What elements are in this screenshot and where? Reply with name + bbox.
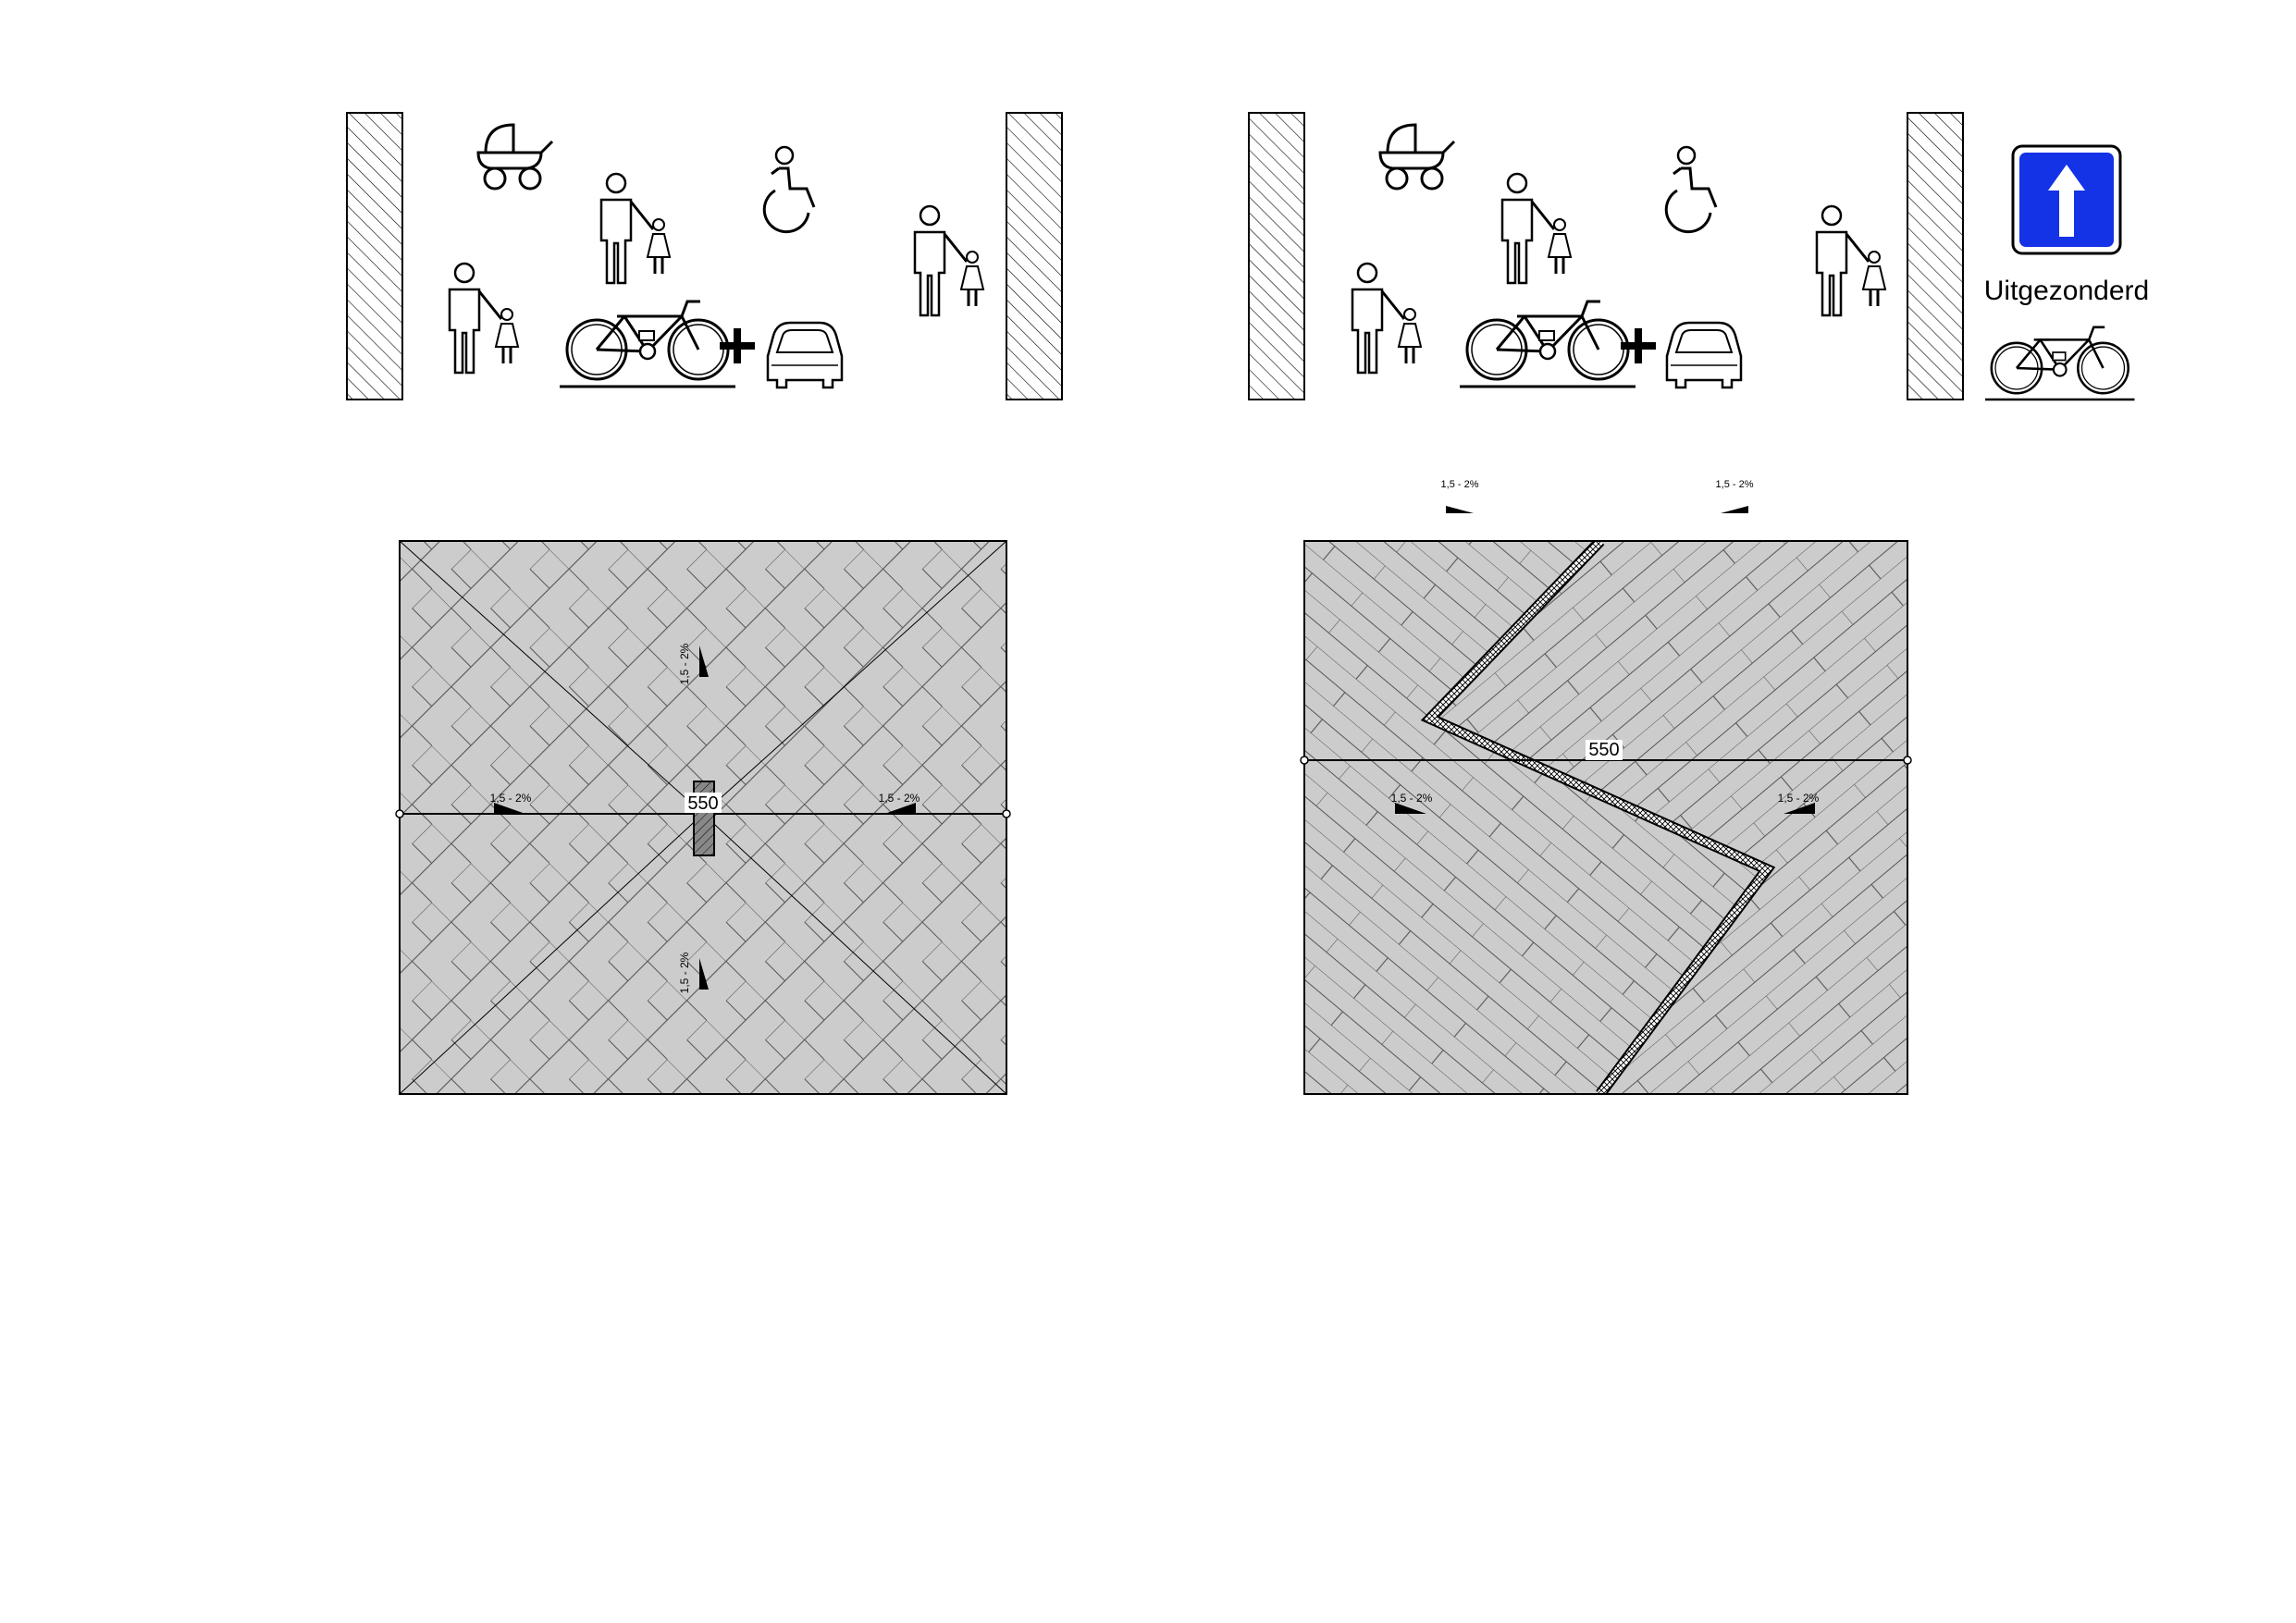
pedestrian-with-child-icon xyxy=(913,204,985,317)
plus-icon xyxy=(720,328,755,363)
left-wall-hatch xyxy=(1248,112,1305,400)
slope-label-right: 1,5 - 2% xyxy=(879,792,920,805)
bicycle-icon xyxy=(1458,300,1637,388)
pedestrian-with-child-icon xyxy=(1500,172,1573,285)
bicycle-icon xyxy=(558,300,737,388)
pram-icon xyxy=(476,123,554,191)
right-wall-hatch xyxy=(1907,112,1964,400)
pedestrian-with-child-icon xyxy=(1815,204,1887,317)
right-wall-hatch xyxy=(1006,112,1063,400)
slope-label-top-left: 1,5 - 2% xyxy=(1441,479,1479,490)
pedestrian-with-child-icon xyxy=(599,172,672,285)
slope-arrow-icon xyxy=(1784,803,1815,814)
pedestrian-with-child-icon xyxy=(1351,262,1423,375)
width-dimension: 550 xyxy=(687,793,718,814)
car-icon xyxy=(766,321,844,389)
exception-label: Uitgezonderd xyxy=(1984,276,2149,306)
left-paving-plan: 550 1,5 - 2% 1,5 - 2% 1,5 - 2% 1,5 - 2% xyxy=(395,540,1011,1095)
slope-arrow-icon xyxy=(884,803,916,814)
one-way-arrow-icon xyxy=(2048,165,2085,237)
right-paving-plan: 550 1,5 - 2% 1,5 - 2% 1,5 - 2% 1,5 - 2% xyxy=(1300,479,1912,1095)
wheelchair-icon xyxy=(762,145,816,234)
one-way-sign xyxy=(2011,144,2122,255)
slope-arrow-icon xyxy=(699,958,709,990)
slope-label-top-right: 1,5 - 2% xyxy=(1716,479,1754,490)
pram-icon xyxy=(1378,123,1456,191)
wheelchair-icon xyxy=(1664,145,1718,234)
car-icon xyxy=(1665,321,1743,389)
slope-label-right: 1,5 - 2% xyxy=(1778,792,1820,805)
slope-arrow-icon xyxy=(699,646,709,677)
slope-label-left: 1,5 - 2% xyxy=(490,792,532,805)
slope-arrow-icon xyxy=(1721,506,1748,513)
left-profile xyxy=(346,112,1063,400)
pedestrian-with-child-icon xyxy=(448,262,520,375)
slope-label-bottom: 1,5 - 2% xyxy=(678,952,691,993)
bicycle-icon xyxy=(1983,326,2136,401)
slope-label-left: 1,5 - 2% xyxy=(1391,792,1433,805)
gutter-line xyxy=(1424,541,1773,1094)
left-wall-hatch xyxy=(346,112,403,400)
width-dimension: 550 xyxy=(1588,740,1619,760)
slope-arrow-icon xyxy=(1446,506,1474,513)
slope-label-top: 1,5 - 2% xyxy=(678,643,691,684)
plus-icon xyxy=(1621,328,1656,363)
right-profile: Uitgezonderd xyxy=(1248,112,2149,401)
